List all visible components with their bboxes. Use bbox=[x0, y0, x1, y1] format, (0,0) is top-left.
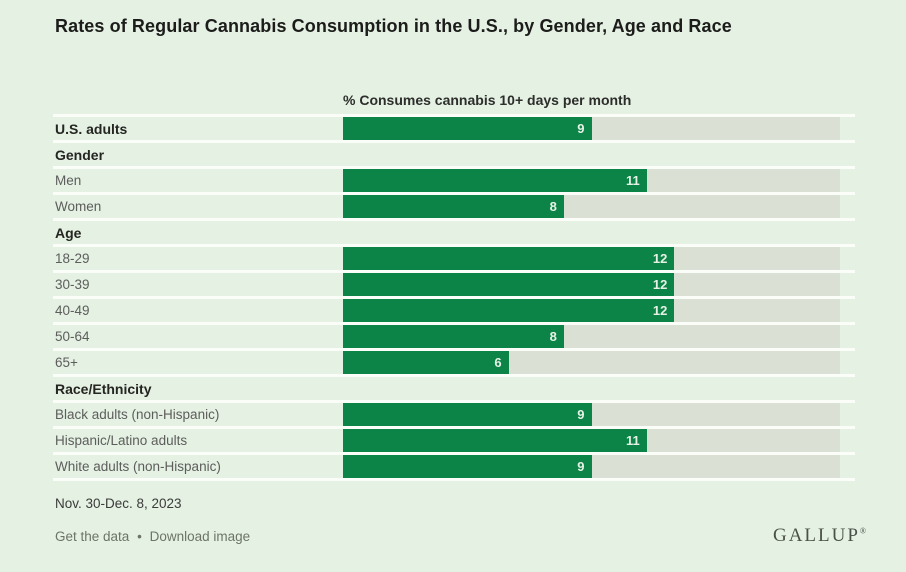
row-label: 65+ bbox=[55, 355, 78, 370]
bar-track: 8 bbox=[343, 325, 840, 348]
row-label: 30-39 bbox=[55, 277, 90, 292]
chart-row: 40-49 12 bbox=[53, 296, 855, 322]
chart-rows: U.S. adults 9 Gender Men 11 Women 8 Age … bbox=[53, 114, 855, 481]
section-header-label: Race/Ethnicity bbox=[55, 380, 152, 397]
bar-value-label: 8 bbox=[549, 329, 557, 344]
bar: 8 bbox=[343, 195, 564, 218]
chart-row: White adults (non-Hispanic) 9 bbox=[53, 452, 855, 481]
bar-value-label: 9 bbox=[577, 407, 585, 422]
bar-value-label: 11 bbox=[625, 173, 640, 188]
bar-value-label: 11 bbox=[625, 433, 640, 448]
bar: 11 bbox=[343, 429, 647, 452]
bar: 12 bbox=[343, 299, 675, 322]
chart-row: 65+ 6 bbox=[53, 348, 855, 374]
row-label: Hispanic/Latino adults bbox=[55, 433, 188, 448]
row-label: White adults (non-Hispanic) bbox=[55, 459, 221, 474]
chart-section-header: Race/Ethnicity bbox=[53, 374, 855, 400]
bar-track: 6 bbox=[343, 351, 840, 374]
row-label: 50-64 bbox=[55, 329, 90, 344]
row-label: 18-29 bbox=[55, 251, 90, 266]
gallup-wordmark: GALLUP bbox=[772, 525, 860, 546]
bar-value-label: 6 bbox=[494, 355, 502, 370]
row-label: 40-49 bbox=[55, 303, 90, 318]
chart-row: Hispanic/Latino adults 11 bbox=[53, 426, 855, 452]
bar-track: 8 bbox=[343, 195, 840, 218]
bar-chart: % Consumes cannabis 10+ days per month U… bbox=[53, 90, 855, 481]
bar-track: 9 bbox=[343, 403, 840, 426]
bar-value-label: 9 bbox=[577, 459, 585, 474]
row-label: Women bbox=[55, 199, 102, 214]
bar-track: 11 bbox=[343, 169, 840, 192]
bar-track: 12 bbox=[343, 247, 840, 270]
bar: 6 bbox=[343, 351, 509, 374]
bar-track: 12 bbox=[343, 299, 840, 322]
chart-section-header: Gender bbox=[53, 140, 855, 166]
chart-row: Women 8 bbox=[53, 192, 855, 218]
chart-row: U.S. adults 9 bbox=[53, 114, 855, 140]
bar: 9 bbox=[343, 455, 592, 478]
survey-date: Nov. 30-Dec. 8, 2023 bbox=[55, 496, 182, 511]
bar-value-label: 8 bbox=[549, 199, 557, 214]
chart-row: 30-39 12 bbox=[53, 270, 855, 296]
bar-track: 9 bbox=[343, 117, 840, 140]
bar-value-label: 9 bbox=[577, 121, 585, 136]
bar-value-label: 12 bbox=[652, 251, 668, 266]
bar-value-label: 12 bbox=[652, 303, 668, 318]
chart-row: 50-64 8 bbox=[53, 322, 855, 348]
registered-mark: ® bbox=[859, 526, 866, 536]
bar: 11 bbox=[343, 169, 647, 192]
chart-row: 18-29 12 bbox=[53, 244, 855, 270]
bar: 9 bbox=[343, 117, 592, 140]
chart-row: Men 11 bbox=[53, 166, 855, 192]
page-title: Rates of Regular Cannabis Consumption in… bbox=[55, 16, 732, 36]
section-header-label: Gender bbox=[55, 146, 105, 163]
row-label: U.S. adults bbox=[55, 120, 128, 137]
chart-row: Black adults (non-Hispanic) 9 bbox=[53, 400, 855, 426]
get-the-data-link[interactable]: Get the data bbox=[55, 529, 130, 544]
row-label: Men bbox=[55, 173, 82, 188]
chart-subtitle: % Consumes cannabis 10+ days per month bbox=[343, 92, 632, 108]
bar-track: 12 bbox=[343, 273, 840, 296]
bar: 9 bbox=[343, 403, 592, 426]
chart-section-header: Age bbox=[53, 218, 855, 244]
bar: 8 bbox=[343, 325, 564, 348]
gallup-logo: GALLUP® bbox=[773, 525, 866, 547]
bar-track: 9 bbox=[343, 455, 840, 478]
bar: 12 bbox=[343, 273, 675, 296]
download-image-link[interactable]: Download image bbox=[149, 529, 251, 544]
bullet-separator: • bbox=[137, 529, 142, 544]
bar-value-label: 12 bbox=[652, 277, 668, 292]
footer-links: Get the data • Download image bbox=[55, 529, 250, 544]
bar: 12 bbox=[343, 247, 675, 270]
section-header-label: Age bbox=[55, 224, 82, 241]
row-label: Black adults (non-Hispanic) bbox=[55, 407, 220, 422]
bar-track: 11 bbox=[343, 429, 840, 452]
